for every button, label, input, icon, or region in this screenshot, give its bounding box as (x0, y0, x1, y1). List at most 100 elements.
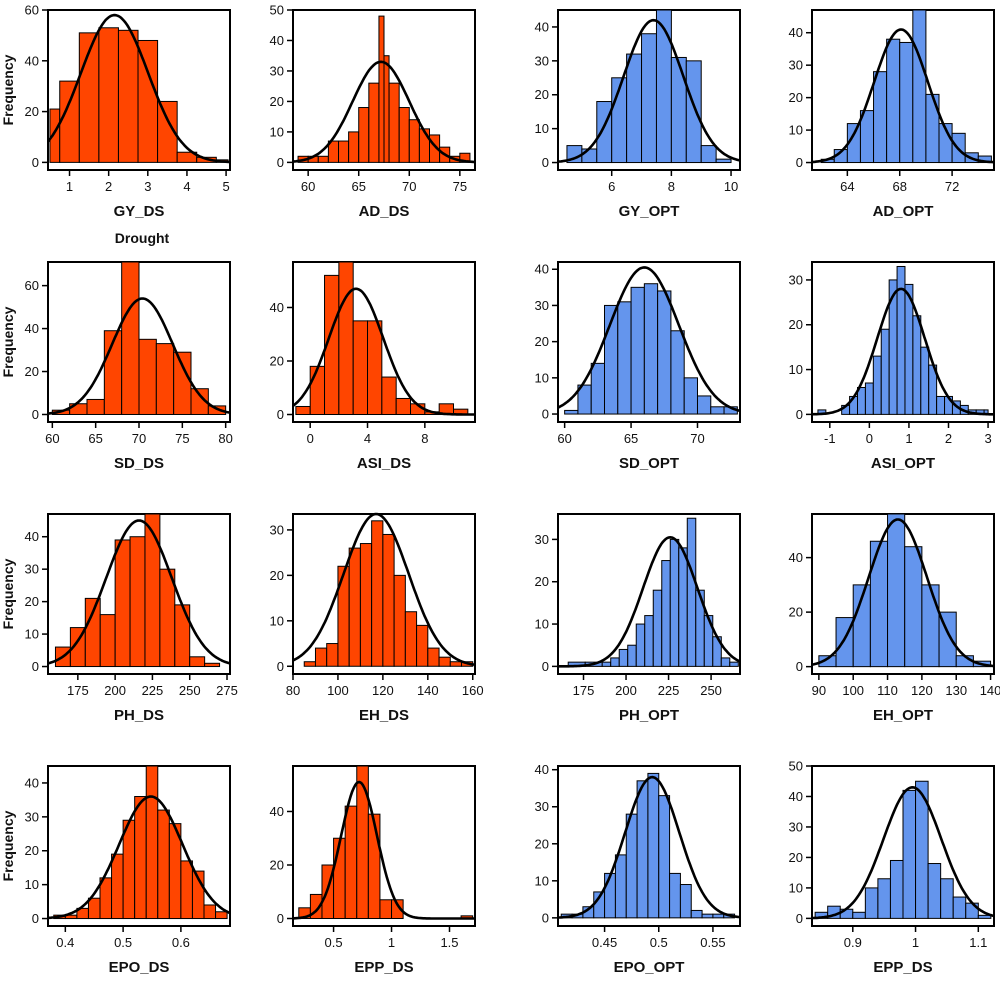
histogram-bar-5 (887, 513, 906, 668)
histogram-bar-4 (852, 911, 866, 919)
histogram-bar-11 (669, 872, 681, 919)
y-tick-label: 40 (270, 33, 284, 48)
y-tick-label: 0 (32, 407, 39, 422)
y-tick-label: 20 (789, 317, 803, 332)
x-axis-title: PH_DS (114, 707, 164, 724)
y-tick-label: 20 (789, 90, 803, 105)
x-tick-label: 0 (866, 431, 873, 446)
x-axis-title: ASI_DS (357, 455, 411, 472)
histogram-bar-7 (381, 376, 397, 416)
x-tick-label: 3 (984, 431, 991, 446)
histogram-bar-6 (129, 536, 146, 668)
x-tick-label: 3 (144, 179, 151, 194)
y-tick-label: 20 (535, 334, 549, 349)
histogram-bar-14 (701, 913, 714, 919)
y-tick-label: 50 (789, 759, 803, 774)
panel-ad-opt-3: 64 68 72 0 10 20 30 40 AD_OPT (789, 9, 995, 220)
y-tick-label: 40 (535, 262, 549, 277)
y-tick-label: 40 (270, 300, 284, 315)
x-tick-label: 65 (351, 179, 365, 194)
x-tick-label: 0.9 (844, 935, 862, 950)
x-tick-label: 70 (690, 431, 704, 446)
panel-frame (557, 513, 741, 675)
histogram-bar-10 (683, 377, 698, 415)
y-tick-label: 10 (535, 617, 549, 632)
y-axis-title: Frequency (0, 306, 16, 377)
histogram-bar-5 (344, 805, 358, 920)
x-tick-label: 225 (658, 683, 680, 698)
x-tick-label: 0.6 (172, 935, 190, 950)
histogram-bar-10 (661, 560, 671, 667)
x-tick-label: 1 (388, 935, 395, 950)
x-tick-label: 175 (67, 683, 89, 698)
histogram-bar-4 (869, 540, 889, 668)
panel-frame (811, 261, 995, 423)
histogram-bar-11 (416, 624, 429, 667)
histogram-bar-5 (121, 261, 140, 415)
histogram-bar-10 (383, 55, 390, 163)
x-axis-title: GY_OPT (619, 203, 680, 220)
x-tick-label: 140 (980, 683, 1000, 698)
x-tick-label: 100 (327, 683, 349, 698)
histogram-bar-10 (157, 809, 170, 920)
histogram-bar-15 (215, 911, 228, 920)
histogram-bar-6 (904, 546, 923, 668)
histogram-bar-7 (371, 520, 384, 667)
x-tick-label: 75 (175, 431, 189, 446)
x-tick-label: 250 (179, 683, 201, 698)
histogram-bar-8 (368, 82, 380, 163)
histogram-bar-13 (690, 909, 703, 919)
histogram-bar-12 (427, 647, 440, 667)
histogram-bar-13 (438, 656, 451, 667)
x-tick-label: 2 (105, 179, 112, 194)
histogram-bar-2 (59, 80, 80, 163)
histogram-bar-3 (84, 597, 101, 668)
histogram-bar-3 (326, 643, 339, 667)
y-tick-label: 20 (270, 857, 284, 872)
x-tick-label: 225 (142, 683, 164, 698)
x-tick-label: 0.5 (650, 935, 668, 950)
x-axis-title: EPO_OPT (614, 959, 685, 976)
normal-curve (292, 287, 475, 416)
normal-curve (558, 775, 741, 919)
x-tick-label: 64 (840, 179, 854, 194)
histogram-bar-14 (449, 661, 463, 667)
x-tick-label: 140 (417, 683, 439, 698)
panel-eh-opt-11: 90 100 110 120 130 140 0 20 40 EH_OPT (789, 513, 1000, 724)
panel-frame (292, 513, 476, 675)
histogram-bar-5 (352, 320, 369, 416)
y-tick-label: 60 (25, 278, 39, 293)
y-tick-label: 10 (25, 877, 39, 892)
y-tick-label: 0 (32, 911, 39, 926)
histogram-bar-6 (348, 131, 360, 163)
histogram-bar-6 (630, 286, 645, 415)
histogram-bar-10 (189, 656, 206, 668)
panel-frame (811, 765, 995, 927)
histogram-bar-11 (696, 395, 712, 415)
histogram-bar-5 (864, 887, 879, 919)
y-tick-label: 20 (789, 605, 803, 620)
panel-ph-ds-8: 175 200 225 250 275 0 10 20 30 40 PH_DS Frequency (0, 513, 238, 724)
histogram-bar-8 (902, 789, 917, 919)
y-tick-label: 20 (25, 594, 39, 609)
panel-asi-ds-5: 0 4 8 0 20 40 ASI_DS (270, 261, 476, 472)
x-axis-title: SD_DS (114, 455, 164, 472)
histogram-bar-12 (710, 406, 725, 415)
histogram-bar-5 (617, 301, 632, 415)
y-tick-label: 10 (789, 880, 803, 895)
histogram-bar-6 (138, 338, 157, 415)
histogram-bar-11 (940, 878, 954, 919)
y-tick-label: 30 (535, 53, 549, 68)
x-axis-title: EPO_DS (109, 959, 170, 976)
x-tick-label: 250 (700, 683, 722, 698)
histogram-bar-9 (685, 60, 702, 164)
y-tick-label: 30 (270, 63, 284, 78)
x-axis-title: EH_OPT (873, 707, 933, 724)
y-tick-label: 10 (535, 370, 549, 385)
y-tick-label: 40 (270, 804, 284, 819)
histogram-bar-13 (408, 119, 420, 163)
y-tick-label: 10 (789, 123, 803, 138)
histogram-bar-10 (927, 863, 942, 919)
histogram-bar-7 (635, 623, 646, 667)
normal-curve (811, 287, 994, 416)
